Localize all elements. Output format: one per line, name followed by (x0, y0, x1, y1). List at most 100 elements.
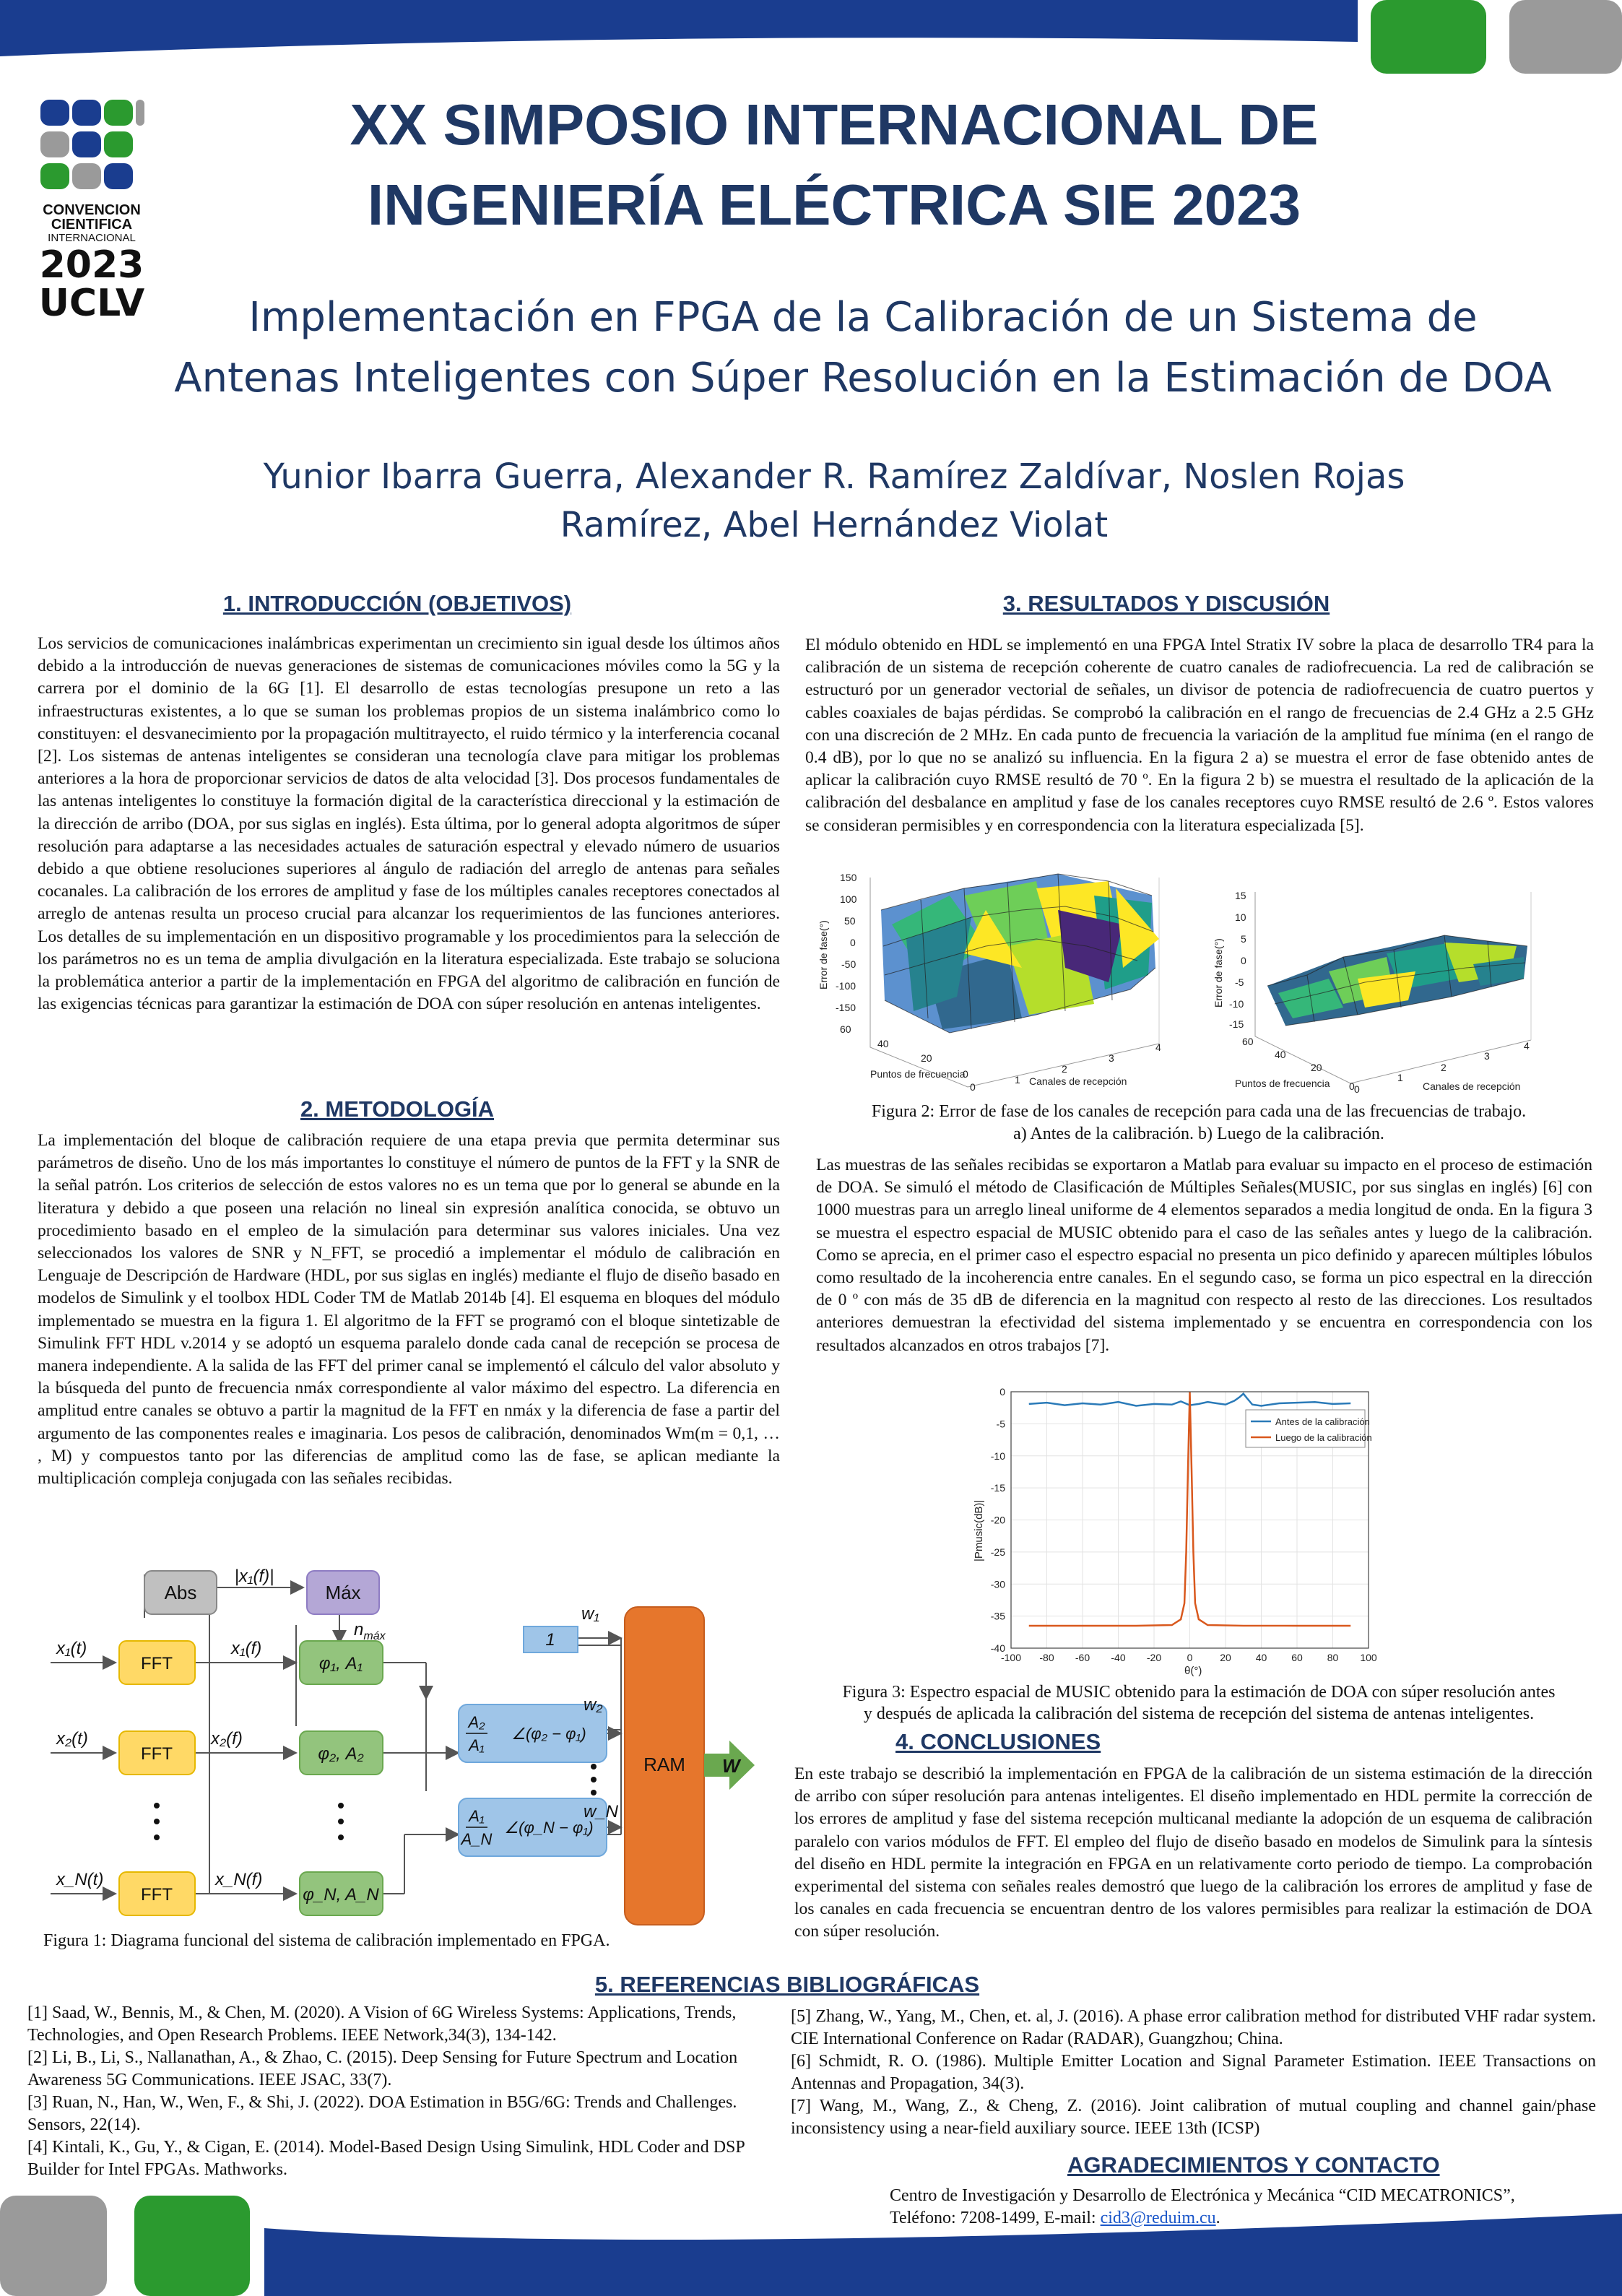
svg-text:20: 20 (921, 1052, 932, 1064)
paper-title-line2: Antenas Inteligentes con Súper Resolució… (174, 355, 1552, 402)
svg-text:50: 50 (844, 915, 856, 927)
conclusions-text: En este trabajo se describió la implemen… (794, 1764, 1592, 1941)
abs-block (144, 1570, 217, 1615)
y-tick-label: -15 (991, 1482, 1005, 1494)
abs-output-label: |x₁(f)| (235, 1567, 274, 1586)
results-text-1: El módulo obtenido en HDL se implementó … (805, 636, 1594, 835)
svg-text:0: 0 (963, 1068, 968, 1080)
references-left: [1] Saad, W., Bennis, M., & Chen, M. (20… (27, 2002, 758, 2181)
figure3-music-spectrum: -100 -80 -60 -40 -20 0 20 40 60 80 100 0 -5 -10 -15 -20… (973, 1386, 1377, 1677)
method-text: La implementación del bloque de calibrac… (38, 1131, 780, 1489)
contact-email-link[interactable]: cid3@reduim.cu (1100, 2209, 1216, 2227)
x-tick-label: 20 (1220, 1652, 1231, 1663)
x-tick-label: 80 (1327, 1652, 1339, 1663)
top-gray-tab (1509, 0, 1622, 74)
intro-text: Los servicios de comunicaciones inalámbr… (38, 634, 780, 1014)
x-tick-label: -40 (1111, 1652, 1125, 1663)
svg-text:40: 40 (877, 1038, 889, 1049)
svg-text:20: 20 (1311, 1062, 1322, 1073)
x-tick-label: 0 (1187, 1652, 1193, 1663)
fft-block-n (118, 1871, 196, 1916)
figure1-caption: Figura 1: Diagrama funcional del sistema… (43, 1931, 610, 1950)
x-tick-label: -20 (1147, 1652, 1161, 1663)
svg-text:0: 0 (1241, 955, 1246, 966)
figure3-ticks: -100 -80 -60 -40 -20 0 20 40 60 80 100 0 -5 -10 -15 -20… (991, 1386, 1377, 1663)
reference-item: [2] Li, B., Li, S., Nallanathan, A., & Z… (27, 2048, 738, 2089)
svg-text:0: 0 (970, 1081, 976, 1093)
ratio-den-2: A₁ (467, 1736, 485, 1754)
authors-line2: Ramírez, Abel Hernández Violat (560, 505, 1109, 545)
contact-heading: AGRADECIMIENTOS Y CONTACTO (1067, 2152, 1440, 2178)
figure2a-ylabel: Canales de recepción (1029, 1075, 1127, 1087)
svg-text:60: 60 (840, 1023, 851, 1035)
legend-entry-before: Antes de la calibración (1275, 1416, 1370, 1427)
y-tick-label: 0 (999, 1386, 1005, 1398)
phi-block-1 (299, 1640, 383, 1685)
y-tick-label: -20 (991, 1515, 1005, 1526)
series-line-0 (1028, 1392, 1351, 1407)
weight-2: w₂ (584, 1695, 602, 1715)
figure2b-xlabel: Puntos de frecuencia (1235, 1078, 1330, 1089)
freq-1: x₁(f) (230, 1639, 261, 1658)
x-tick-label: -60 (1075, 1652, 1090, 1663)
input-n: x_N(t) (56, 1870, 103, 1889)
bottom-green-tab (134, 2196, 250, 2296)
fft-label-2: FFT (141, 1744, 173, 1764)
y-tick-label: -10 (991, 1450, 1005, 1462)
figure3-legend: Antes de la calibración Luego de la cali… (1245, 1409, 1372, 1448)
reference-item: [5] Zhang, W., Yang, M., Chen, et. al, J… (791, 2007, 1596, 2048)
method-heading: 2. METODOLOGÍA (300, 1096, 495, 1122)
max-block (306, 1570, 380, 1615)
ratio-block-n (458, 1798, 607, 1857)
freq-2: x₂(f) (210, 1729, 243, 1749)
svg-text:4: 4 (1524, 1040, 1530, 1052)
top-banner (0, 0, 1622, 74)
results-text-2: Las muestras de las señales recibidas se… (816, 1156, 1592, 1355)
output-label: W (722, 1755, 742, 1777)
svg-text:-100: -100 (836, 980, 856, 992)
x-tick-label: 40 (1256, 1652, 1267, 1663)
contact-phone: Teléfono: 7208-1499, E-mail: (890, 2209, 1101, 2227)
fft-block-1 (118, 1640, 196, 1685)
svg-text:0: 0 (1349, 1080, 1355, 1092)
x-tick-label: -80 (1039, 1652, 1054, 1663)
svg-text:3: 3 (1484, 1050, 1490, 1062)
svg-text:0: 0 (1354, 1083, 1360, 1095)
logo-year: 2023 (39, 243, 144, 287)
svg-text:4: 4 (1155, 1041, 1161, 1053)
phi-label-2: φ₂, A₂ (318, 1744, 363, 1764)
svg-text:2: 2 (1441, 1062, 1447, 1073)
svg-text:1: 1 (1397, 1072, 1403, 1083)
phi-label-n: φ_N, A_N (303, 1885, 379, 1905)
svg-text:40: 40 (1275, 1049, 1286, 1060)
top-green-tab (1371, 0, 1486, 74)
y-tick-label: -5 (997, 1418, 1006, 1429)
figure2a-xticks: 60 40 20 0 (840, 1023, 968, 1080)
event-title-line2: INGENIERÍA ELÉCTRICA SIE 2023 (367, 173, 1301, 237)
svg-text:15: 15 (1235, 890, 1246, 901)
svg-text:2: 2 (1062, 1063, 1067, 1075)
svg-text:0: 0 (850, 937, 856, 948)
svg-text:-5: -5 (1235, 976, 1244, 988)
reference-item: [6] Schmidt, R. O. (1986). Multiple Emit… (791, 2052, 1596, 2093)
figure2b-zlabel: Error de fase(°) (1213, 938, 1224, 1008)
figure2a-yticks: 0 1 2 3 4 (970, 1041, 1161, 1093)
reference-item: [3] Ruan, N., Han, W., Wen, F., & Shi, J… (27, 2093, 737, 2134)
svg-text:150: 150 (840, 872, 857, 883)
svg-text:60: 60 (1242, 1036, 1254, 1047)
figure2b-ylabel: Canales de recepción (1423, 1080, 1520, 1092)
figure2a-zticks: 150 100 50 0 -50 -100 -150 (836, 872, 857, 1013)
figure3-ylabel: |Pmusic(dB)| (973, 1500, 985, 1561)
surface-grid (1267, 935, 1528, 1026)
x-tick-label: -100 (1001, 1652, 1021, 1663)
figure3-caption-line1: Figura 3: Espectro espacial de MUSIC obt… (842, 1683, 1556, 1702)
intro-heading: 1. INTRODUCCIÓN (OBJETIVOS) (222, 591, 572, 616)
results-heading: 3. RESULTADOS Y DISCUSIÓN (1002, 591, 1330, 616)
svg-text:-150: -150 (836, 1002, 856, 1013)
ratio-num-2: A₂ (467, 1713, 485, 1731)
figure2a-xlabel: Puntos de frecuencia (870, 1068, 966, 1080)
ratio-block-2 (458, 1704, 607, 1763)
svg-text:1: 1 (1015, 1074, 1020, 1086)
fft-label-n: FFT (141, 1885, 173, 1905)
y-tick-label: -40 (991, 1642, 1005, 1654)
